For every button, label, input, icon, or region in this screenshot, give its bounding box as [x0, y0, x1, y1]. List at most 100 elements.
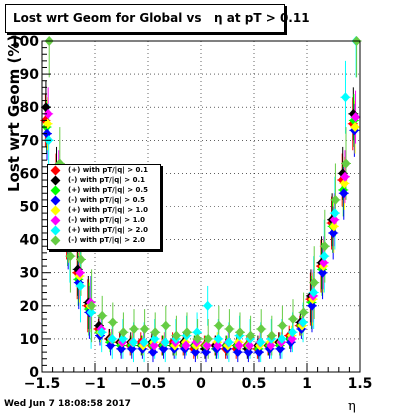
- data-point: [319, 257, 329, 268]
- data-point: [203, 333, 213, 344]
- data-point: [75, 267, 85, 278]
- data-point: [87, 300, 97, 311]
- data-point: [150, 327, 160, 338]
- y-tick-label: 0: [29, 365, 39, 381]
- data-point: [118, 327, 128, 338]
- data-point: [320, 241, 330, 252]
- data-point: [192, 327, 202, 338]
- data-point: [288, 314, 298, 325]
- legend-label: (+) with pT/|q| > 2.0: [68, 226, 148, 234]
- data-point: [213, 340, 223, 351]
- data-point: [340, 92, 350, 103]
- data-point: [233, 347, 243, 358]
- legend-label: (-) with pT/|q| > 1.0: [68, 216, 145, 224]
- legend-entry: (-) with pT/|q| > 0.5: [50, 195, 145, 205]
- legend-entry: (+) with pT/|q| > 0.5: [50, 185, 148, 195]
- data-point: [75, 280, 85, 291]
- legend-label: (-) with pT/|q| > 0.5: [68, 196, 145, 204]
- legend-marker-icon: [50, 175, 61, 185]
- data-point: [275, 343, 285, 354]
- legend-entry: (-) with pT/|q| > 2.0: [50, 235, 145, 245]
- y-tick-label: 100: [10, 34, 39, 50]
- data-point: [224, 323, 234, 334]
- data-point: [108, 317, 118, 328]
- y-tick-label: 90: [20, 67, 40, 83]
- data-point: [161, 320, 171, 331]
- x-tick-label: −0.5: [130, 376, 167, 392]
- data-point: [43, 108, 53, 119]
- legend-marker-icon: [50, 195, 61, 205]
- data-point: [256, 323, 266, 334]
- data-point: [319, 251, 329, 262]
- legend-entry: (+) with pT/|q| > 2.0: [50, 225, 148, 235]
- data-point: [214, 320, 224, 331]
- data-point: [339, 178, 349, 189]
- legend-entry: (-) with pT/|q| > 1.0: [50, 215, 145, 225]
- x-tick-label: 1: [302, 376, 312, 392]
- legend-label: (+) with pT/|q| > 0.1: [68, 166, 148, 174]
- x-tick-label: 0: [196, 376, 206, 392]
- y-tick-label: 60: [20, 166, 40, 182]
- data-point: [256, 337, 266, 348]
- data-point: [43, 118, 53, 129]
- data-point: [193, 333, 203, 344]
- legend-label: (+) with pT/|q| > 0.5: [68, 186, 148, 194]
- data-point: [245, 340, 255, 351]
- data-point: [224, 337, 234, 348]
- data-point: [339, 188, 349, 199]
- y-tick-label: 70: [20, 133, 40, 149]
- data-point: [107, 333, 117, 344]
- data-point: [182, 327, 192, 338]
- y-tick-label: 80: [20, 100, 40, 116]
- legend-marker-icon: [50, 205, 61, 215]
- data-point: [235, 327, 245, 338]
- data-point: [76, 254, 86, 265]
- legend-marker-icon: [50, 215, 61, 225]
- data-point: [148, 347, 158, 358]
- data-point: [340, 171, 350, 182]
- data-point: [86, 307, 96, 318]
- data-point: [160, 337, 170, 348]
- data-point: [181, 340, 191, 351]
- data-point: [203, 300, 213, 311]
- x-axis-label: η: [348, 399, 356, 414]
- axis-ticks: −1.5 −1 −0.5 0 0.5 1 1.5 0 10 20 30 40 50 60 70 80 90 100: [10, 34, 373, 392]
- data-point: [140, 323, 150, 334]
- data-point: [97, 310, 107, 321]
- data-point: [129, 323, 139, 334]
- data-point: [298, 317, 308, 328]
- data-point: [213, 333, 223, 344]
- legend-label: (+) with pT/|q| > 1.0: [68, 206, 148, 214]
- data-point: [150, 333, 160, 344]
- legend-marker-icon: [50, 225, 61, 235]
- data-point: [287, 333, 297, 344]
- data-point: [307, 300, 317, 311]
- data-point: [287, 327, 297, 338]
- x-tick-label: 1.5: [348, 376, 373, 392]
- x-tick-label: 0.5: [242, 376, 267, 392]
- legend-label: (-) with pT/|q| > 0.1: [68, 176, 145, 184]
- data-point: [350, 122, 360, 133]
- data-point: [139, 337, 149, 348]
- data-point: [116, 343, 126, 354]
- data-point: [65, 251, 75, 262]
- data-point: [341, 158, 351, 169]
- x-tick-label: −1: [84, 376, 105, 392]
- y-tick-label: 50: [20, 200, 40, 216]
- data-point: [190, 347, 200, 358]
- data-point: [277, 333, 287, 344]
- x-tick-label: −1.5: [24, 376, 61, 392]
- legend-entry: (+) with pT/|q| > 1.0: [50, 205, 148, 215]
- legend-entry: (+) with pT/|q| > 0.1: [50, 165, 148, 175]
- data-point: [97, 327, 107, 338]
- y-tick-label: 10: [20, 332, 40, 348]
- data-point: [171, 330, 181, 341]
- data-point: [202, 340, 212, 351]
- data-point: [128, 337, 138, 348]
- data-point: [267, 330, 277, 341]
- data-point: [299, 307, 309, 318]
- legend-marker-icon: [50, 235, 61, 245]
- data-point: [149, 340, 159, 351]
- data-point: [351, 112, 361, 123]
